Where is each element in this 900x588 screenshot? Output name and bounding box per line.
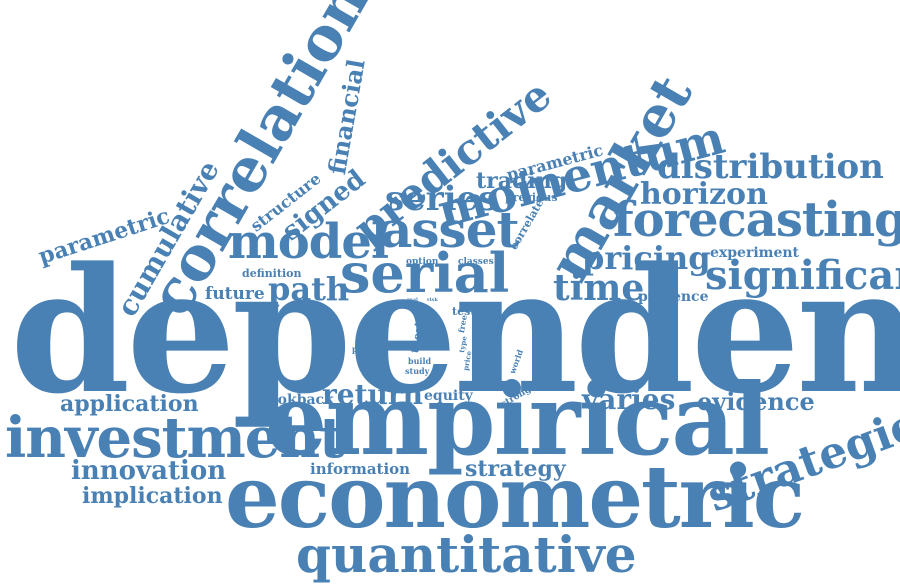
word-presence: presence	[638, 289, 709, 305]
word-lookback: lookback	[263, 392, 334, 408]
word-series: series	[385, 179, 498, 219]
word-innovation: innovation	[71, 456, 227, 486]
word-empirical: empirical	[265, 363, 770, 478]
word-model: model	[228, 214, 389, 270]
word-distribution: distribution	[657, 147, 884, 187]
word-varies: varies	[582, 383, 676, 416]
word-real: real	[407, 297, 418, 303]
word-previous: previous	[505, 191, 558, 204]
word-experiment: experiment	[710, 245, 800, 261]
word-strategy: strategy	[465, 456, 566, 482]
word-forecasting: forecasting	[613, 192, 900, 248]
word-serial: serial	[340, 241, 510, 305]
word-time: time	[553, 267, 645, 309]
word-horizon: horizon	[640, 177, 768, 212]
word-classes: classes	[458, 257, 494, 267]
word-path: path	[268, 270, 350, 308]
word-risk: risk	[427, 297, 438, 303]
word-return: return	[322, 378, 423, 411]
word-free: free	[456, 314, 469, 334]
word-future: future	[205, 284, 265, 304]
word-evidence: evidence	[697, 387, 815, 416]
word-study: study	[405, 366, 430, 376]
word-implication: implication	[82, 483, 223, 509]
word-equity: equity	[424, 388, 473, 404]
word-definition: definition	[242, 267, 302, 280]
word-information: information	[310, 460, 411, 478]
word-asset: asset	[380, 200, 520, 259]
word-investment: investment	[5, 405, 345, 471]
word-profit: profit	[352, 344, 377, 354]
word-econometric: econometric	[225, 447, 805, 548]
word-option: option	[406, 257, 439, 267]
word-pricing: pricing	[582, 239, 711, 277]
word-quantitative: quantitative	[296, 525, 637, 584]
word-trading: trading	[476, 168, 568, 194]
word-application: application	[60, 391, 199, 417]
word-significant: significant	[705, 252, 900, 299]
word-build: build	[408, 356, 432, 366]
word-dependence: dependence	[10, 229, 900, 432]
word-test: test	[452, 305, 476, 318]
